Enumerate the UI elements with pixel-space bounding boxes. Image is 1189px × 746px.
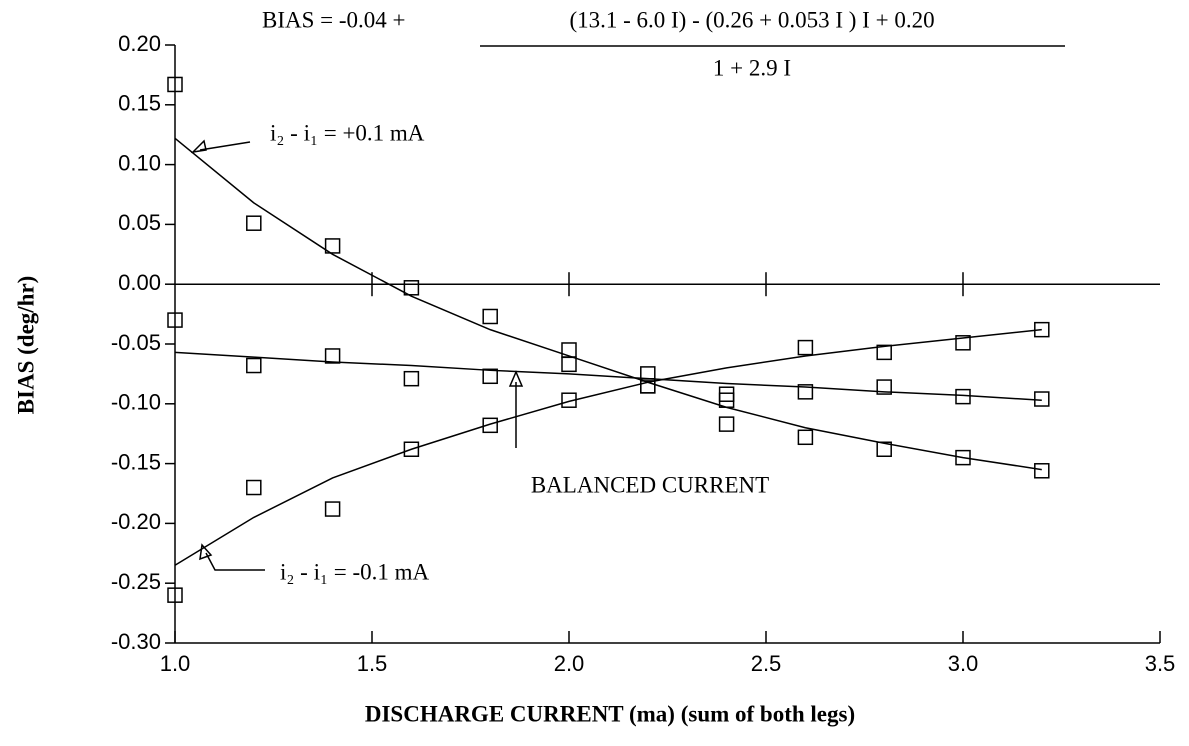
data-point [246, 479, 262, 496]
formula-numerator: (13.1 - 6.0 I) - (0.26 + 0.053 I ) I + 0… [569, 7, 934, 32]
y-tick-label: 0.10 [118, 150, 161, 175]
data-point [561, 356, 577, 373]
data-point [167, 587, 183, 603]
arrow [205, 552, 265, 571]
data-point [482, 417, 498, 434]
y-tick-label: -0.25 [111, 569, 161, 594]
data-point [955, 388, 971, 405]
annotation: BALANCED CURRENT [531, 472, 769, 497]
y-tick-label: -0.10 [111, 390, 161, 415]
data-point [718, 386, 735, 402]
annotation: i₂ - i₁ = +0.1 mA [270, 120, 425, 145]
arrowhead [199, 543, 213, 561]
arrowhead [508, 370, 524, 387]
y-tick-label: 0.20 [118, 31, 161, 56]
arrow [199, 141, 251, 151]
data-point [403, 280, 420, 296]
y-tick-label: -0.30 [111, 629, 161, 654]
data-point [324, 501, 341, 517]
data-point [797, 429, 814, 446]
y-tick-label: -0.15 [111, 449, 161, 474]
data-point [955, 335, 971, 351]
data-point [167, 76, 183, 93]
y-tick-label: -0.20 [111, 509, 161, 534]
fit-curve [174, 137, 1042, 471]
data-point [876, 441, 892, 457]
fit-curve [174, 351, 1042, 401]
x-axis-title: DISCHARGE CURRENT (ma) (sum of both legs… [365, 701, 855, 726]
data-point [324, 348, 341, 364]
y-tick-label: 0.00 [118, 270, 161, 295]
data-point [876, 344, 892, 361]
fit-curve [174, 328, 1042, 566]
data-point [482, 368, 498, 385]
data-point [403, 441, 420, 457]
data-point [876, 379, 892, 395]
data-point [246, 215, 262, 231]
y-tick-label: 0.05 [118, 210, 161, 235]
x-tick-label: 1.0 [160, 651, 191, 676]
x-tick-label: 2.0 [554, 651, 585, 676]
data-point [640, 366, 656, 382]
data-point [246, 357, 262, 374]
data-point [1034, 463, 1050, 479]
data-point [482, 308, 498, 325]
data-point [167, 312, 183, 328]
formula-lhs: BIAS = -0.04 + [262, 7, 406, 32]
data-point [718, 416, 735, 432]
y-axis-title: BIAS (deg/hr) [13, 276, 38, 415]
annotation: i₂ - i₁ = -0.1 mA [280, 559, 429, 584]
x-tick-label: 3.5 [1145, 651, 1176, 676]
x-tick-label: 3.0 [948, 651, 979, 676]
x-tick-label: 2.5 [751, 651, 782, 676]
data-point [324, 238, 341, 254]
y-tick-label: 0.15 [118, 91, 161, 116]
data-point [403, 370, 420, 387]
y-tick-label: -0.05 [111, 330, 161, 355]
formula-denominator: 1 + 2.9 I [713, 55, 791, 80]
data-point [797, 339, 814, 356]
arrowhead [190, 139, 207, 154]
x-tick-label: 1.5 [357, 651, 388, 676]
data-point [955, 449, 971, 466]
data-point [797, 384, 814, 400]
data-point [1034, 391, 1050, 407]
